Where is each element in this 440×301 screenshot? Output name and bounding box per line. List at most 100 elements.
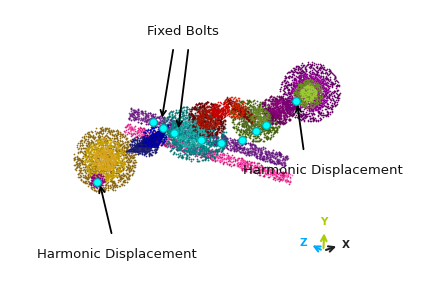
Point xyxy=(245,118,252,123)
Point xyxy=(187,137,194,142)
Point xyxy=(103,173,110,178)
Point xyxy=(298,77,305,82)
Point xyxy=(140,147,147,152)
Point xyxy=(296,100,303,105)
Point xyxy=(188,111,195,116)
Point xyxy=(264,168,271,173)
Point xyxy=(269,112,276,116)
Point xyxy=(207,110,214,115)
Point xyxy=(105,149,112,154)
Point xyxy=(152,113,159,118)
Point xyxy=(319,92,326,97)
Point xyxy=(96,129,103,134)
Point xyxy=(234,105,241,110)
Point xyxy=(81,151,88,156)
Point xyxy=(198,145,205,150)
Point xyxy=(92,158,99,163)
Point xyxy=(136,133,143,138)
Point xyxy=(257,117,264,122)
Point xyxy=(188,147,195,152)
Point xyxy=(267,110,274,115)
Point xyxy=(304,79,311,83)
Point xyxy=(284,108,291,113)
Point xyxy=(89,146,96,151)
Point xyxy=(315,83,322,88)
Point xyxy=(269,132,276,137)
Point xyxy=(160,124,167,129)
Point xyxy=(224,105,231,110)
Point xyxy=(193,125,200,129)
Point xyxy=(110,167,117,172)
Point xyxy=(103,146,110,151)
Point xyxy=(92,168,99,173)
Point xyxy=(213,131,220,136)
Point xyxy=(74,171,81,176)
Point xyxy=(210,113,217,118)
Point xyxy=(196,123,203,128)
Point xyxy=(204,113,211,117)
Point xyxy=(247,153,254,157)
Point xyxy=(258,129,265,134)
Point xyxy=(112,162,119,166)
Point xyxy=(279,172,286,177)
Point xyxy=(309,80,316,85)
Point xyxy=(268,114,275,119)
Point xyxy=(263,109,270,114)
Point xyxy=(255,105,262,110)
Point xyxy=(188,104,195,109)
Point xyxy=(194,113,201,118)
Point xyxy=(152,125,159,130)
Point xyxy=(290,66,297,71)
Point xyxy=(248,122,255,126)
Point xyxy=(209,127,216,132)
Point xyxy=(273,127,280,132)
Point xyxy=(297,79,304,84)
Point xyxy=(214,117,221,122)
Point xyxy=(177,112,184,117)
Point xyxy=(306,94,313,99)
Point xyxy=(88,165,95,169)
Point xyxy=(309,98,316,103)
Point xyxy=(104,149,111,154)
Point xyxy=(288,87,295,92)
Point xyxy=(135,126,142,130)
Point xyxy=(106,158,114,163)
Point xyxy=(265,128,272,132)
Point xyxy=(82,163,89,167)
Point xyxy=(242,121,249,126)
Point xyxy=(300,84,307,89)
Point xyxy=(91,156,98,160)
Point xyxy=(105,164,112,169)
Point xyxy=(162,117,169,122)
Point xyxy=(197,150,204,155)
Point xyxy=(300,95,307,99)
Point xyxy=(191,114,198,119)
Point xyxy=(106,152,114,157)
Point xyxy=(197,150,204,154)
Point xyxy=(245,128,252,132)
Point xyxy=(181,134,188,139)
Point xyxy=(311,104,318,109)
Point xyxy=(101,173,108,178)
Point xyxy=(88,175,95,179)
Point xyxy=(141,138,148,143)
Point xyxy=(249,123,257,128)
Point xyxy=(255,108,262,113)
Point xyxy=(96,175,103,180)
Point xyxy=(98,181,105,186)
Point xyxy=(203,119,210,124)
Point xyxy=(92,149,99,154)
Point xyxy=(113,184,120,189)
Point xyxy=(193,124,200,129)
Point xyxy=(130,108,137,113)
Point xyxy=(270,108,277,113)
Point xyxy=(315,85,322,90)
Point xyxy=(189,130,196,135)
Point xyxy=(121,148,128,153)
Point xyxy=(93,149,100,154)
Point xyxy=(103,146,110,151)
Point xyxy=(232,159,239,164)
Point xyxy=(198,136,205,141)
Point xyxy=(123,158,130,163)
Point xyxy=(315,99,322,104)
